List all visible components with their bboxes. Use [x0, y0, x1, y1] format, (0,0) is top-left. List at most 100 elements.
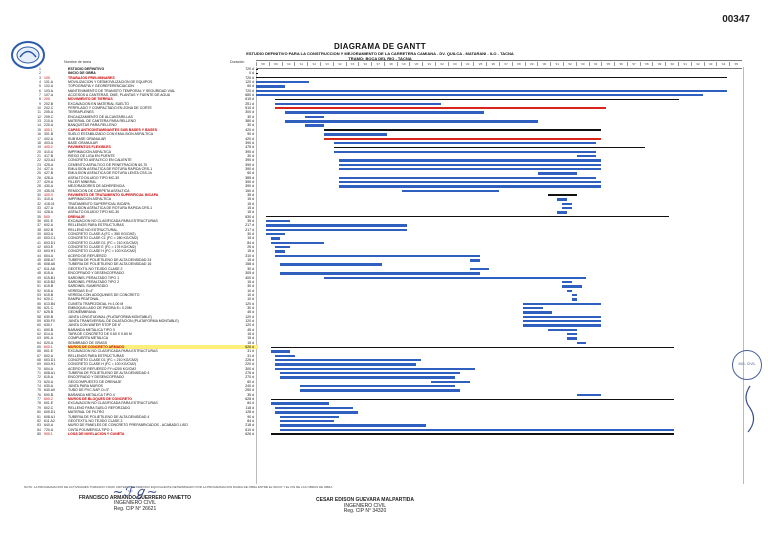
gantt-row: 43 603.H1 CONCRETO CLASE H (FC = 100 KG/CM… [24, 249, 750, 253]
row-id: 51 [37, 284, 41, 289]
task-bar [562, 207, 572, 210]
gantt-row: 5 102.A TOPOGRAFIA Y GEOREFERENCIACION 60 d [24, 84, 750, 88]
task-code: 615.A [44, 288, 54, 293]
task-code: 602.A [44, 223, 54, 228]
summary-bar [256, 77, 728, 79]
task-duration: 390 d [245, 158, 254, 163]
task-duration: 15 d [247, 197, 254, 202]
task-name: JUNTA PARA MUROS [68, 384, 103, 389]
task-duration: 628 d [245, 397, 254, 402]
task-code: 613.B4 [44, 301, 56, 306]
gantt-row: 74 630.A JUNTA PARA MUROS 240 d [24, 384, 750, 388]
summary-bar [265, 216, 670, 218]
gantt-row: 58 630.B JUNTA LONGITUDINAL (PLATAFORMA MO… [24, 315, 750, 319]
task-name: SARDINEL PERALTADO TIPO 1 [68, 275, 120, 280]
gantt-row: 84 720.A CINTA POLIMERICA TIPO 1 610 d [24, 428, 750, 432]
row-id: 28 [37, 184, 41, 189]
row-id: 14 [37, 123, 41, 128]
row-id: 9 [39, 101, 41, 106]
task-code: 430.A [44, 184, 54, 189]
task-code: 604.A [44, 366, 54, 371]
task-name: TERRAPLENES [68, 110, 94, 115]
gantt-row: 3 100 TRABAJOS PRELIMINARES 720 d [24, 76, 750, 80]
row-id: 67 [37, 353, 41, 358]
task-bar [567, 337, 577, 340]
row-id: 53 [37, 292, 41, 297]
task-name: ESTUDIO DEFINITIVO [68, 67, 105, 71]
row-id: 82 [37, 418, 41, 423]
task-code: 608.A1 [44, 371, 56, 376]
gantt-row: 46 608.A6 TUBERIA DE POLIETILENO DE ALTA D… [24, 262, 750, 266]
row-id: 4 [39, 80, 41, 85]
gantt-row: 83 640.A MURO DE PANELES DE CONCRETO PREFA… [24, 423, 750, 427]
signer-title: INGENIERO CIVIL [114, 500, 156, 506]
gantt-row: 40 603.C1 CONCRETO CLASE C1 (FC = 280 KG/C… [24, 236, 750, 240]
gantt-row: 17 402.A SUB BASE GRANULAR 420 d [24, 137, 750, 141]
gantt-row: 53 615.B VEREDA CON ADOQUINES DE CONCRETO 1… [24, 293, 750, 297]
task-bar [280, 272, 480, 275]
task-duration: 626 d [245, 345, 254, 349]
signature-block-left: ~ℱℊ∼ FRANCISCO ARMANDO GUERRERO PANETTO … [60, 487, 210, 512]
task-name: EXCAVACION NO CLASIFICADA PARA ESTRUCTUR… [68, 401, 158, 406]
task-duration: 120 d [245, 301, 254, 306]
task-bar [280, 424, 427, 427]
row-id: 52 [37, 288, 41, 293]
row-id: 63 [37, 336, 41, 341]
timeline-tick: '10 [281, 62, 295, 66]
row-id: 83 [37, 423, 41, 428]
gantt-row: 78 601.E EXCAVACION NO CLASIFICADA PARA ES… [24, 401, 750, 405]
gantt-row: 10 202.C PERFILADO Y COMPACTADO EN ZONA DE… [24, 106, 750, 110]
task-duration: 84 d [247, 418, 254, 423]
task-name: GEOMEMBRANA [68, 310, 97, 315]
timeline-tick: '15 [345, 62, 359, 66]
task-bar [280, 415, 339, 418]
task-name: JUNTA LONGITUDINAL (PLATAFORMA MONTABLE) [68, 314, 152, 319]
task-bar [469, 267, 490, 271]
gantt-row: 44 604.A ACERO DE REFUERZO 310 d [24, 254, 750, 258]
task-name: TUBERIA DE POLIETILENO DE ALTA DENSIDAD … [68, 414, 150, 419]
row-id: 43 [37, 249, 41, 254]
task-duration: 270 d [245, 375, 254, 380]
task-bar [571, 298, 577, 301]
task-duration: 610 d [245, 427, 254, 432]
row-id: 23 [37, 162, 41, 167]
timeline-tick: '25 [473, 62, 486, 66]
task-name: RELLENO PARA SUELO REFORZADO [68, 405, 131, 410]
task-duration: 84 d [247, 401, 254, 406]
gantt-row: 24 427.A EMULSION ASFALTICA DE ROTURA RAPI… [24, 167, 750, 171]
task-name: CONCRETO CLASE C1 (FC = 280 KG/CM2) [68, 236, 139, 241]
column-header-duration: Duración [230, 60, 245, 64]
summary-bar [333, 146, 645, 148]
task-code: 608.A6 [44, 262, 56, 267]
task-code: 402.A [44, 136, 54, 141]
task-name: TOPOGRAFIA Y GEOREFERENCIACION [68, 84, 134, 89]
task-bar [557, 198, 568, 201]
task-code: 603.H1 [44, 362, 56, 367]
gantt-row: 26 428.A ASFALTO DILUIDO TIPO MC-30 385 d [24, 176, 750, 180]
task-name: MUROS DE CONCRETO ARMADO [68, 345, 258, 350]
gantt-row: 62 614.A TAPA DE CONCRETO DE 0.60 X 0.60 M… [24, 332, 750, 336]
task-bar [270, 241, 325, 245]
gantt-row: 56 621.C EMBOQUILLADO DE PIEDRA E= 0.20M 30… [24, 306, 750, 310]
gantt-row: 23 425.A CEMENTO ASFALTICO DE PENETRACION … [24, 163, 750, 167]
task-code: 418.01 [44, 201, 55, 206]
timeline-tick: '26 [486, 62, 499, 66]
task-code: 621.C [44, 305, 54, 310]
row-id: 31 [37, 197, 41, 202]
task-name: SARDINEL PERALTADO TIPO 2 [68, 279, 120, 284]
gantt-row: 12 205.C ENCAUZAMIENTO DE ALCANTARILLAS 30 … [24, 115, 750, 119]
task-code: 427.A [44, 206, 54, 210]
task-duration: 390 d [245, 179, 254, 184]
row-id: 50 [37, 279, 41, 284]
signer-title: INGENIERO CIVIL [344, 502, 386, 509]
task-name: INICIO DE OBRA [68, 71, 96, 76]
timeline-tick: '34 [588, 62, 602, 66]
timeline-tick: '31 [550, 62, 563, 66]
task-code: 690.B [44, 327, 54, 332]
task-name: BARANDA METALICA TIPO 3 [68, 327, 115, 332]
task-name: CEMENTO ASFALTICO DE PENETRACION 60-70 [68, 162, 148, 167]
task-code: 435.01 [44, 188, 55, 193]
task-bar [280, 372, 461, 375]
row-id: 68 [37, 358, 41, 363]
task-code: 210.A [44, 119, 54, 124]
